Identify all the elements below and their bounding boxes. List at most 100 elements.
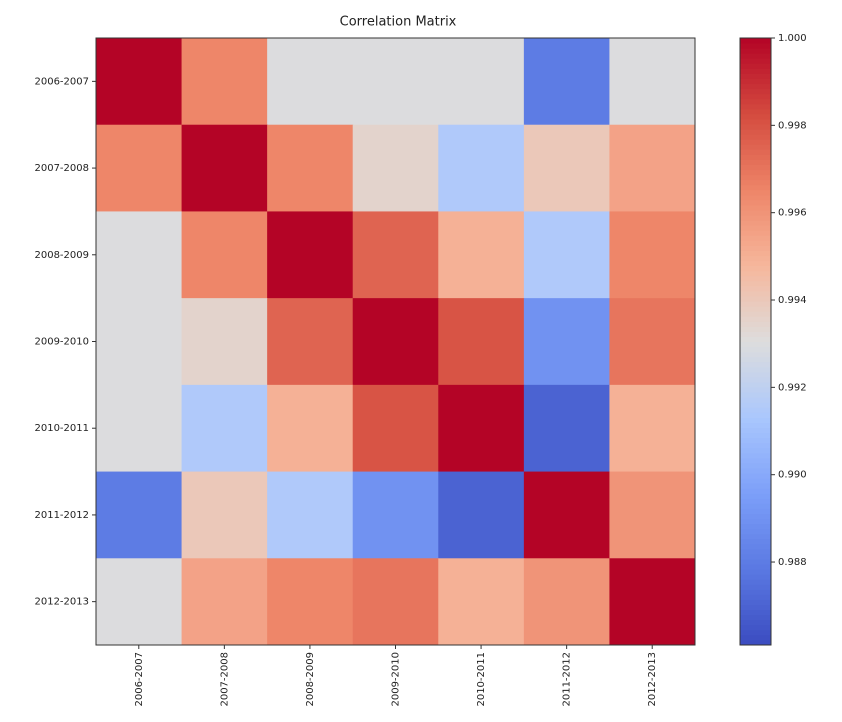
colorbar-segment (740, 336, 771, 342)
colorbar-segment (740, 43, 771, 49)
y-tick-label: 2009-2010 (34, 337, 89, 348)
heatmap-cell (523, 471, 610, 559)
heatmap-cell (438, 124, 525, 212)
colorbar-segment (740, 78, 771, 85)
heatmap-cell (352, 38, 439, 126)
colorbar-segment (740, 467, 771, 474)
y-tick-label: 2010-2011 (34, 423, 89, 434)
heatmap-cell (267, 211, 354, 299)
colorbar-segment (740, 452, 771, 459)
colorbar-segment (740, 159, 771, 165)
colorbar-segment (740, 604, 771, 611)
colorbar-segment (740, 230, 771, 236)
heatmap-cell (438, 38, 525, 126)
y-tick-label: 2006-2007 (34, 76, 89, 87)
colorbar-segment (740, 98, 771, 105)
heatmap-cell (438, 558, 525, 646)
colorbar-segment (740, 629, 771, 636)
colorbar-segment (740, 639, 771, 646)
colorbar-segment (740, 634, 771, 641)
colorbar-segment (740, 38, 771, 44)
colorbar-segment (740, 619, 771, 626)
colorbar-segment (740, 118, 771, 125)
heatmap-cell (267, 384, 354, 473)
colorbar-segment (740, 204, 771, 211)
colorbar-tick-label: 0.994 (778, 295, 807, 306)
colorbar-segment (740, 397, 771, 403)
colorbar-tick-label: 0.992 (778, 382, 807, 393)
colorbar-segment (740, 569, 771, 575)
colorbar-segment (740, 523, 771, 530)
colorbar-segment (740, 250, 771, 257)
heatmap-cell (438, 211, 525, 299)
heatmap-cell (96, 211, 183, 299)
colorbar-segment (740, 356, 771, 363)
colorbar-segment (740, 574, 771, 580)
heatmap-cell (352, 384, 439, 473)
heatmap-cell (96, 298, 183, 386)
colorbar-segment (740, 306, 771, 312)
heatmap-cell (181, 558, 268, 646)
colorbar-segment (740, 518, 771, 525)
colorbar-segment (740, 594, 771, 600)
x-tick-label: 2010-2011 (476, 652, 487, 707)
heatmap-cell (181, 38, 268, 126)
colorbar-segment (740, 290, 771, 297)
colorbar-segment (740, 189, 771, 196)
heatmap-cell (352, 211, 439, 299)
colorbar-segment (740, 88, 771, 95)
heatmap-cell (267, 558, 354, 646)
colorbar-segment (740, 478, 771, 484)
heatmap-cell (523, 558, 610, 646)
heatmap-cell (609, 211, 696, 299)
heatmap-cell (609, 471, 696, 559)
colorbar-segment (740, 543, 771, 550)
colorbar-segment (740, 48, 771, 54)
colorbar-segment (740, 387, 771, 393)
colorbar-segment (740, 417, 771, 423)
colorbar-segment (740, 255, 771, 262)
colorbar-segment (740, 442, 771, 449)
heatmap-cell (181, 298, 268, 386)
colorbar-tick-label: 0.996 (778, 208, 807, 219)
colorbar-segment (740, 144, 771, 150)
heatmap-cell (609, 38, 696, 126)
colorbar-segment (740, 376, 771, 383)
colorbar-segment (740, 508, 771, 514)
colorbar-segment (740, 589, 771, 595)
heatmap-cell (523, 38, 610, 126)
colorbar-segment (740, 93, 771, 100)
heatmap-cell (267, 38, 354, 126)
heatmap-cell (523, 211, 610, 299)
colorbar-segment (740, 407, 771, 413)
heatmap-cell (181, 384, 268, 473)
colorbar-segment (740, 321, 771, 327)
colorbar-segment (740, 361, 771, 368)
colorbar-segment (740, 503, 771, 509)
colorbar-segment (740, 240, 771, 246)
colorbar-segment (740, 174, 771, 181)
colorbar-segment (740, 548, 771, 555)
colorbar-segment (740, 528, 771, 535)
colorbar-segment (740, 113, 771, 120)
x-tick-label: 2006-2007 (134, 652, 145, 707)
heatmap-cell (96, 471, 183, 559)
heatmap-cell (438, 471, 525, 559)
heatmap-cell (438, 298, 525, 386)
heatmap-cell (352, 471, 439, 559)
colorbar-segment (740, 609, 771, 616)
x-tick-label: 2009-2010 (391, 652, 402, 707)
colorbar-segment (740, 285, 771, 292)
heatmap-cell (267, 124, 354, 212)
colorbar-segment (740, 599, 771, 606)
colorbar-segment (740, 462, 771, 469)
colorbar-segment (740, 73, 771, 79)
colorbar-segment (740, 473, 771, 479)
colorbar-segment (740, 123, 771, 130)
colorbar-segment (740, 58, 771, 64)
colorbar-tick-label: 0.990 (778, 470, 807, 481)
colorbar-segment (740, 270, 771, 277)
colorbar-segment (740, 63, 771, 69)
heatmap-cell (181, 124, 268, 212)
x-tick-label: 2012-2013 (647, 652, 658, 707)
